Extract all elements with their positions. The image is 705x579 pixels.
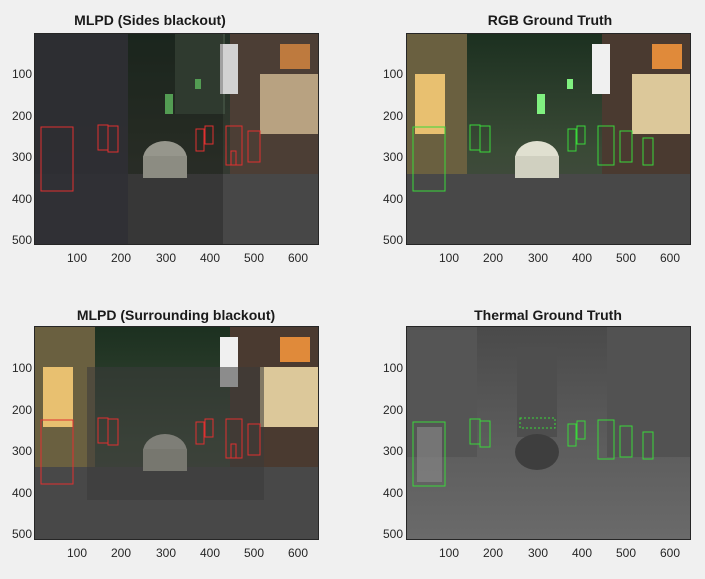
x-tick-label: 500 bbox=[615, 546, 637, 560]
y-tick-label: 100 bbox=[382, 361, 403, 375]
x-tick-label: 400 bbox=[199, 251, 221, 265]
street-image-rgb bbox=[35, 327, 318, 539]
y-tick-label: 500 bbox=[382, 233, 403, 247]
ground-truth-box bbox=[642, 431, 654, 460]
x-tick-label: 100 bbox=[438, 251, 460, 265]
panel-title: MLPD (Surrounding blackout) bbox=[76, 307, 276, 323]
detection-box bbox=[247, 423, 261, 456]
panel-title: Thermal Ground Truth bbox=[474, 307, 622, 323]
ground-truth-box bbox=[576, 125, 586, 145]
y-tick-label: 200 bbox=[382, 109, 403, 123]
ignore-box bbox=[519, 417, 556, 429]
ground-truth-box bbox=[567, 423, 577, 447]
y-tick-label: 400 bbox=[382, 192, 403, 206]
x-tick-label: 500 bbox=[615, 251, 637, 265]
y-tick-label: 500 bbox=[382, 527, 403, 541]
x-tick-label: 300 bbox=[155, 251, 177, 265]
image-axes-thermal-gt bbox=[406, 326, 691, 540]
x-tick-label: 100 bbox=[66, 546, 88, 560]
x-tick-label: 400 bbox=[199, 546, 221, 560]
ground-truth-box bbox=[597, 125, 615, 166]
panel-title: MLPD (Sides blackout) bbox=[74, 12, 226, 28]
image-axes-surrounding-blackout bbox=[34, 326, 319, 540]
y-tick-label: 400 bbox=[11, 486, 32, 500]
x-tick-label: 500 bbox=[243, 546, 265, 560]
detection-box bbox=[107, 125, 119, 153]
x-tick-label: 600 bbox=[659, 546, 681, 560]
y-tick-label: 200 bbox=[11, 109, 32, 123]
y-tick-label: 300 bbox=[382, 150, 403, 164]
y-tick-label: 500 bbox=[11, 233, 32, 247]
ground-truth-boxes bbox=[412, 124, 654, 192]
ground-truth-box bbox=[619, 130, 633, 163]
x-tick-label: 300 bbox=[527, 546, 549, 560]
detection-box bbox=[107, 418, 119, 446]
ground-truth-box bbox=[412, 126, 446, 192]
x-tick-label: 600 bbox=[287, 546, 309, 560]
street-image-rgb bbox=[35, 34, 318, 244]
panel-thermal-ground-truth: Thermal Ground Truth bbox=[398, 295, 698, 565]
y-tick-label: 300 bbox=[11, 150, 32, 164]
ground-truth-box bbox=[412, 421, 446, 487]
detection-box bbox=[40, 419, 74, 485]
x-tick-label: 100 bbox=[438, 546, 460, 560]
x-tick-label: 600 bbox=[287, 251, 309, 265]
street-image-thermal bbox=[407, 327, 690, 539]
y-tick-label: 300 bbox=[382, 444, 403, 458]
detection-box bbox=[40, 126, 74, 192]
ground-truth-box bbox=[642, 137, 654, 166]
detection-boxes bbox=[40, 417, 261, 485]
y-tick-label: 100 bbox=[11, 67, 32, 81]
ground-truth-box bbox=[479, 125, 491, 153]
street-image-rgb bbox=[407, 34, 690, 244]
y-tick-label: 200 bbox=[11, 403, 32, 417]
ground-truth-box bbox=[479, 420, 491, 448]
detection-box bbox=[195, 128, 205, 152]
x-tick-label: 500 bbox=[243, 251, 265, 265]
x-tick-label: 200 bbox=[482, 546, 504, 560]
x-tick-label: 600 bbox=[659, 251, 681, 265]
x-tick-label: 300 bbox=[155, 546, 177, 560]
detection-boxes bbox=[40, 124, 261, 192]
x-tick-label: 200 bbox=[110, 251, 132, 265]
x-tick-label: 200 bbox=[110, 546, 132, 560]
panel-surrounding-blackout: MLPD (Surrounding blackout) bbox=[26, 295, 326, 565]
panel-title: RGB Ground Truth bbox=[487, 12, 613, 28]
y-tick-label: 100 bbox=[11, 361, 32, 375]
detection-box bbox=[230, 443, 237, 459]
ground-truth-boxes bbox=[412, 417, 654, 487]
x-tick-label: 100 bbox=[66, 251, 88, 265]
x-tick-label: 400 bbox=[571, 546, 593, 560]
y-tick-label: 400 bbox=[11, 192, 32, 206]
ground-truth-box bbox=[567, 128, 577, 152]
y-tick-label: 300 bbox=[11, 444, 32, 458]
ground-truth-box bbox=[576, 420, 586, 440]
detection-box bbox=[204, 125, 214, 145]
detection-box bbox=[247, 130, 261, 163]
detection-box bbox=[204, 418, 214, 438]
x-tick-label: 400 bbox=[571, 251, 593, 265]
x-tick-label: 300 bbox=[527, 251, 549, 265]
panel-rgb-ground-truth: RGB Ground Truth bbox=[360, 0, 660, 270]
y-tick-label: 400 bbox=[382, 486, 403, 500]
ground-truth-box bbox=[597, 419, 615, 460]
y-tick-label: 500 bbox=[11, 527, 32, 541]
detection-box bbox=[230, 150, 237, 166]
y-tick-label: 200 bbox=[382, 403, 403, 417]
ground-truth-box bbox=[619, 425, 633, 458]
panel-sides-blackout: MLPD (Sides blackout) bbox=[0, 0, 300, 270]
image-axes-sides-blackout bbox=[34, 33, 319, 245]
x-tick-label: 200 bbox=[482, 251, 504, 265]
y-tick-label: 100 bbox=[382, 67, 403, 81]
image-axes-rgb-gt bbox=[406, 33, 691, 245]
detection-box bbox=[195, 421, 205, 445]
